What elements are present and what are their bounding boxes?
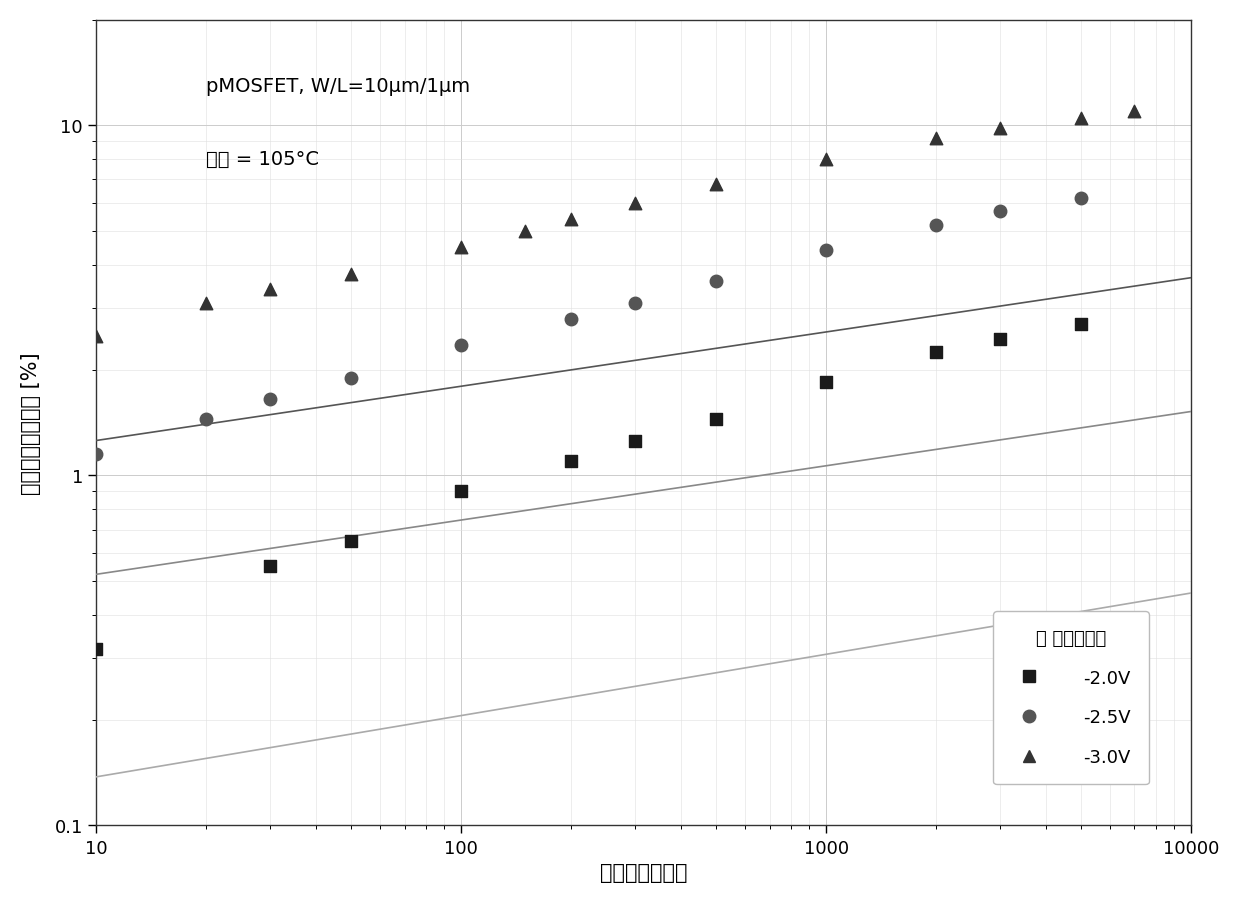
Point — [87, 330, 107, 344]
Point — [516, 224, 536, 238]
Point — [451, 485, 471, 499]
Point — [991, 204, 1011, 219]
Point — [926, 346, 946, 360]
Point — [1125, 105, 1145, 119]
Point — [451, 339, 471, 353]
Point — [1071, 191, 1091, 206]
Point — [562, 212, 582, 227]
Point — [196, 412, 216, 426]
Point — [260, 393, 280, 407]
Point — [341, 371, 361, 386]
Point — [816, 244, 836, 258]
Point — [451, 240, 471, 255]
Point — [926, 219, 946, 233]
Point — [562, 312, 582, 327]
Point — [816, 375, 836, 389]
Point — [260, 283, 280, 297]
Y-axis label: 饱和漏电流变化量 [%]: 饱和漏电流变化量 [%] — [21, 352, 41, 494]
Point — [707, 412, 727, 426]
Point — [1071, 111, 1091, 126]
Point — [87, 447, 107, 461]
Point — [1071, 318, 1091, 332]
Point — [260, 559, 280, 573]
Point — [341, 534, 361, 548]
Point — [625, 197, 645, 211]
Point — [816, 153, 836, 167]
Point — [87, 642, 107, 656]
Text: 温度 = 105°C: 温度 = 105°C — [206, 150, 319, 169]
Point — [562, 454, 582, 469]
Point — [991, 122, 1011, 136]
Point — [625, 434, 645, 449]
Legend: -2.0V, -2.5V, -3.0V: -2.0V, -2.5V, -3.0V — [993, 611, 1149, 785]
Point — [341, 268, 361, 283]
Point — [196, 297, 216, 312]
Point — [707, 177, 727, 191]
X-axis label: 应力时间（秒）: 应力时间（秒） — [600, 862, 687, 882]
Text: pMOSFET, W/L=10μm/1μm: pMOSFET, W/L=10μm/1μm — [206, 77, 470, 96]
Point — [926, 132, 946, 146]
Point — [625, 297, 645, 312]
Point — [707, 274, 727, 288]
Point — [991, 332, 1011, 347]
